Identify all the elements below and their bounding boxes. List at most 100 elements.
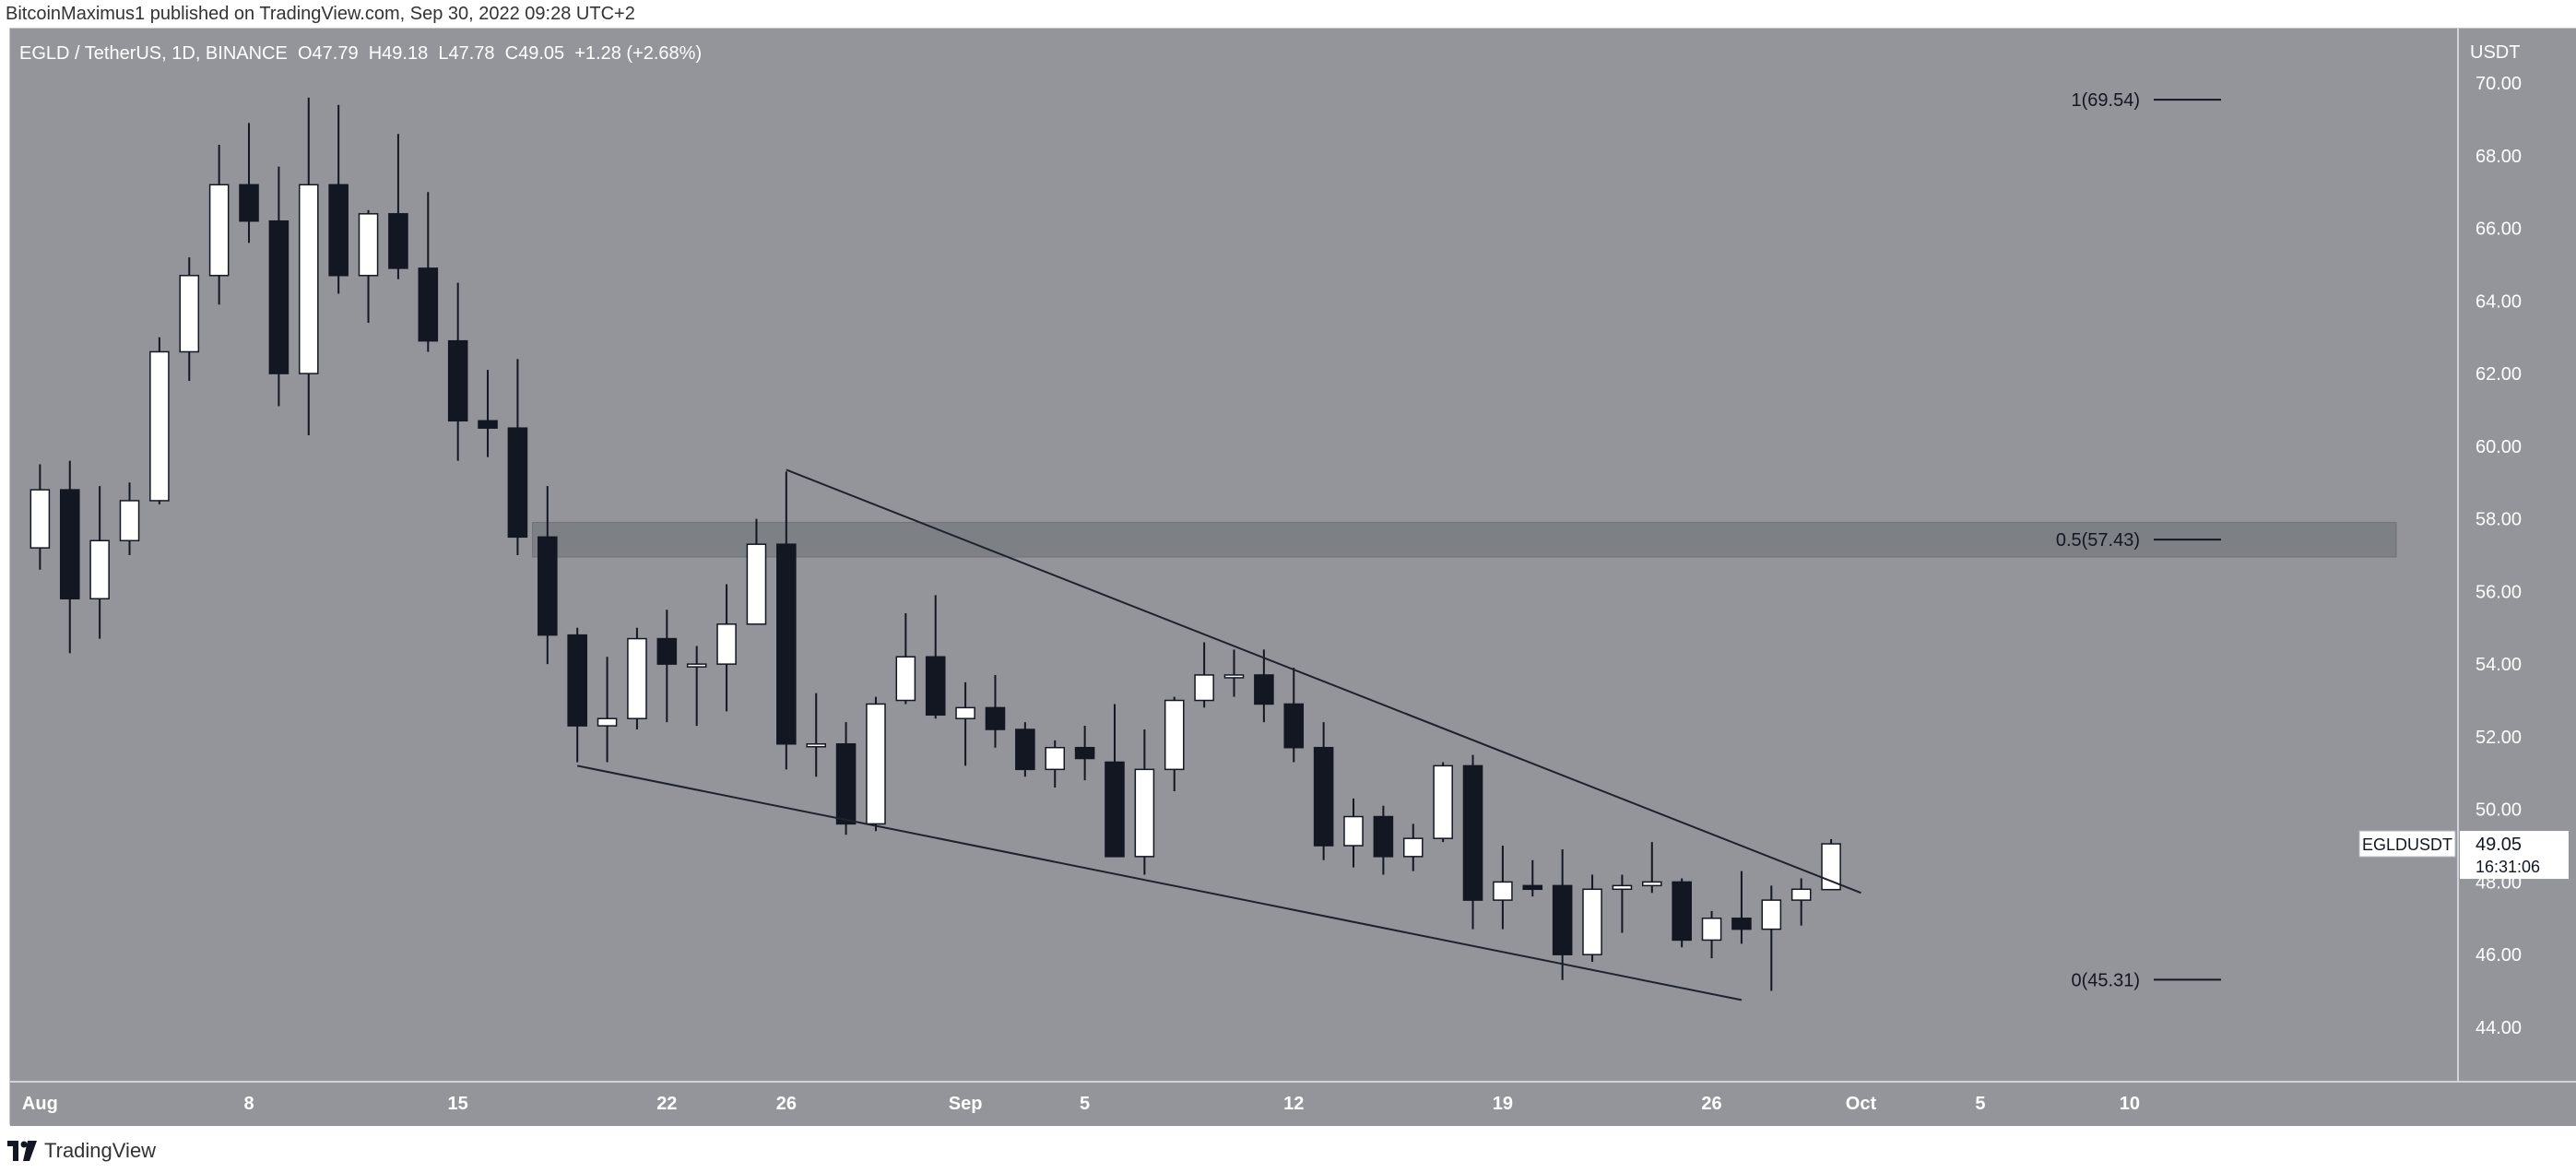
candle[interactable] bbox=[298, 97, 319, 436]
candle[interactable] bbox=[1373, 805, 1394, 875]
candle[interactable] bbox=[1164, 696, 1185, 791]
publish-line: BitcoinMaximus1 published on TradingView… bbox=[6, 4, 635, 24]
trendline[interactable] bbox=[786, 468, 1861, 895]
candle[interactable] bbox=[1134, 729, 1155, 875]
x-tick-label: 5 bbox=[1080, 1094, 1090, 1114]
footer-brand[interactable]: TradingView bbox=[7, 1132, 156, 1169]
candle-body-bullish bbox=[179, 275, 200, 353]
candle[interactable] bbox=[208, 145, 230, 305]
tradingview-logo-icon bbox=[7, 1141, 37, 1161]
candle[interactable] bbox=[597, 657, 618, 763]
price-axis-panel[interactable] bbox=[2458, 29, 2576, 1126]
ohlc-key: C bbox=[495, 43, 519, 64]
x-tick-label: 26 bbox=[776, 1094, 797, 1114]
fib-level-label: 1(69.54) bbox=[2072, 90, 2141, 111]
price-axis-unit: USDT bbox=[2470, 42, 2520, 63]
candle[interactable] bbox=[1343, 798, 1364, 868]
candle[interactable] bbox=[1402, 823, 1424, 871]
candle[interactable] bbox=[866, 696, 886, 832]
x-tick-label: 22 bbox=[656, 1094, 677, 1114]
candle[interactable] bbox=[1194, 642, 1214, 708]
candle-body-bearish bbox=[507, 427, 528, 539]
y-tick-label: 66.00 bbox=[2476, 219, 2522, 240]
candle[interactable] bbox=[119, 482, 140, 555]
candle[interactable] bbox=[1642, 842, 1662, 894]
candle[interactable] bbox=[447, 282, 468, 461]
candle[interactable] bbox=[1582, 874, 1602, 963]
ohlc-key: O bbox=[288, 43, 313, 64]
candle[interactable] bbox=[358, 209, 379, 323]
candle[interactable] bbox=[1821, 838, 1841, 891]
candle[interactable] bbox=[478, 370, 498, 457]
candle[interactable] bbox=[1552, 848, 1573, 980]
candle-body-bearish bbox=[1074, 746, 1095, 760]
candle[interactable] bbox=[806, 693, 826, 777]
candle-body-bullish bbox=[1134, 768, 1155, 858]
symbol-legend[interactable]: EGLD / TetherUS, 1D, BINANCE O47.79 H49.… bbox=[19, 43, 702, 64]
candle[interactable] bbox=[1433, 762, 1453, 843]
trendline[interactable] bbox=[576, 764, 1743, 1001]
candle[interactable] bbox=[328, 104, 349, 294]
candle[interactable] bbox=[538, 486, 558, 665]
candle[interactable] bbox=[1522, 859, 1543, 897]
candle[interactable] bbox=[1701, 910, 1722, 959]
candle[interactable] bbox=[567, 627, 587, 763]
candle[interactable] bbox=[1045, 740, 1066, 788]
candle[interactable] bbox=[1313, 722, 1334, 860]
candle[interactable] bbox=[1790, 878, 1812, 926]
candle[interactable] bbox=[1612, 874, 1633, 933]
candle[interactable] bbox=[1761, 885, 1782, 991]
candle-body-bullish bbox=[866, 703, 886, 825]
candle-body-bullish bbox=[1493, 881, 1513, 901]
candle[interactable] bbox=[59, 460, 80, 654]
candle[interactable] bbox=[268, 166, 290, 407]
candle[interactable] bbox=[776, 471, 797, 770]
candle[interactable] bbox=[1105, 704, 1125, 858]
candle[interactable] bbox=[1223, 649, 1245, 697]
candle[interactable] bbox=[507, 359, 528, 555]
candle-body-bearish bbox=[1731, 918, 1752, 930]
candle[interactable] bbox=[239, 123, 259, 243]
ohlc-open: 47.79 bbox=[313, 43, 359, 64]
candle-body-bearish bbox=[538, 536, 558, 636]
time-axis-panel[interactable] bbox=[10, 1082, 2576, 1126]
candle-body-bearish bbox=[567, 634, 587, 727]
candlestick-chart[interactable]: 1(69.54) 0.5(57.43) 0(45.31) USDT 70.00 68.0… bbox=[10, 29, 2576, 1126]
candle[interactable] bbox=[1462, 754, 1483, 930]
candle[interactable] bbox=[746, 518, 767, 625]
candle[interactable] bbox=[925, 595, 946, 719]
candle[interactable] bbox=[686, 646, 707, 727]
candle[interactable] bbox=[716, 584, 737, 712]
symbol-tag-label: EGLDUSDT bbox=[2362, 835, 2452, 854]
candle[interactable] bbox=[835, 722, 857, 835]
candle[interactable] bbox=[1015, 722, 1035, 777]
candle[interactable] bbox=[1672, 878, 1692, 948]
candle-body-bullish bbox=[746, 543, 767, 625]
candle[interactable] bbox=[388, 134, 408, 279]
candle[interactable] bbox=[895, 613, 916, 705]
candle-body-bullish bbox=[1223, 674, 1245, 679]
candle[interactable] bbox=[1074, 726, 1095, 781]
candle[interactable] bbox=[149, 337, 170, 504]
candle[interactable] bbox=[179, 257, 200, 381]
chart-panel[interactable]: 1(69.54) 0.5(57.43) 0(45.31) USDT 70.00 68.0… bbox=[9, 28, 2576, 1126]
candle[interactable] bbox=[985, 674, 1006, 748]
candle-body-bullish bbox=[686, 663, 707, 668]
candle[interactable] bbox=[1283, 668, 1305, 763]
footer-brand-label: TradingView bbox=[44, 1139, 157, 1162]
candle[interactable] bbox=[955, 681, 975, 766]
candle-body-bullish bbox=[30, 489, 51, 549]
candle[interactable] bbox=[418, 192, 439, 352]
candle[interactable] bbox=[1493, 846, 1513, 930]
candle-body-bullish bbox=[1612, 884, 1633, 891]
candle[interactable] bbox=[1254, 649, 1274, 723]
candle[interactable] bbox=[30, 464, 51, 570]
ohlc-low: 47.78 bbox=[448, 43, 494, 64]
candle[interactable] bbox=[656, 610, 678, 723]
candle[interactable] bbox=[627, 627, 647, 730]
candle-body-bearish bbox=[1105, 761, 1125, 858]
y-tick-label: 56.00 bbox=[2476, 582, 2522, 602]
candle[interactable] bbox=[89, 486, 110, 639]
candle-body-bearish bbox=[1522, 884, 1543, 891]
candle[interactable] bbox=[1731, 871, 1752, 944]
